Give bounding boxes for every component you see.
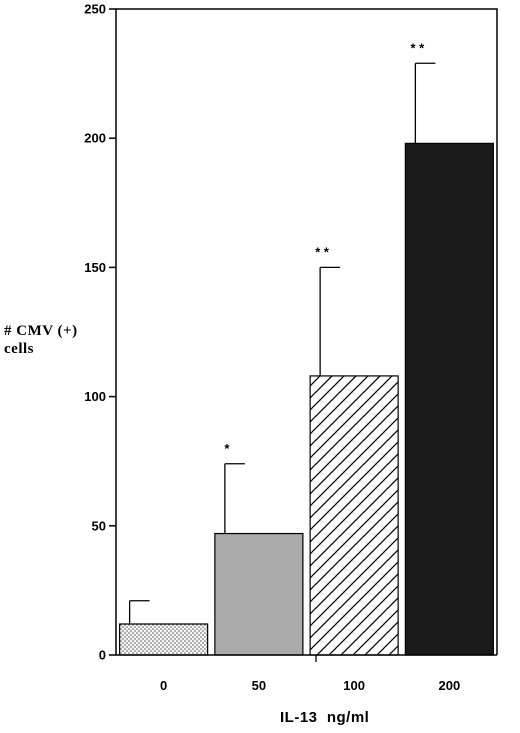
plot-border	[115, 8, 498, 655]
y-tick-label: 150	[84, 260, 106, 275]
y-tick-label: 200	[84, 131, 106, 146]
y-axis-label-line1: # CMV (+)	[4, 323, 78, 339]
x-tick-label: 0	[160, 678, 167, 693]
bar	[119, 623, 209, 656]
x-axis: 0 50 100 200	[116, 654, 497, 693]
plot-frame	[115, 8, 498, 655]
y-axis-label-line2: cells	[4, 341, 34, 357]
significance-marker: * *	[315, 244, 330, 259]
significance-marker: * *	[411, 40, 426, 55]
y-tick-label: 250	[84, 2, 106, 17]
x-tick-label: 50	[252, 678, 266, 693]
bar	[214, 532, 304, 656]
y-tick-label: 0	[99, 648, 106, 663]
x-tick-label: 200	[439, 678, 461, 693]
x-tick-label: 100	[343, 678, 365, 693]
y-tick-label: 50	[92, 518, 106, 533]
bar	[404, 142, 494, 656]
bar	[309, 375, 399, 656]
y-tick-label: 100	[84, 389, 106, 404]
y-axis: 0 50 100 150 200 250	[84, 2, 116, 663]
bars: * * * * *	[119, 40, 494, 656]
x-axis-label: IL-13 ng/ml	[280, 709, 370, 726]
y-axis-label: # CMV (+) cells	[4, 322, 78, 358]
significance-marker: *	[224, 441, 230, 456]
